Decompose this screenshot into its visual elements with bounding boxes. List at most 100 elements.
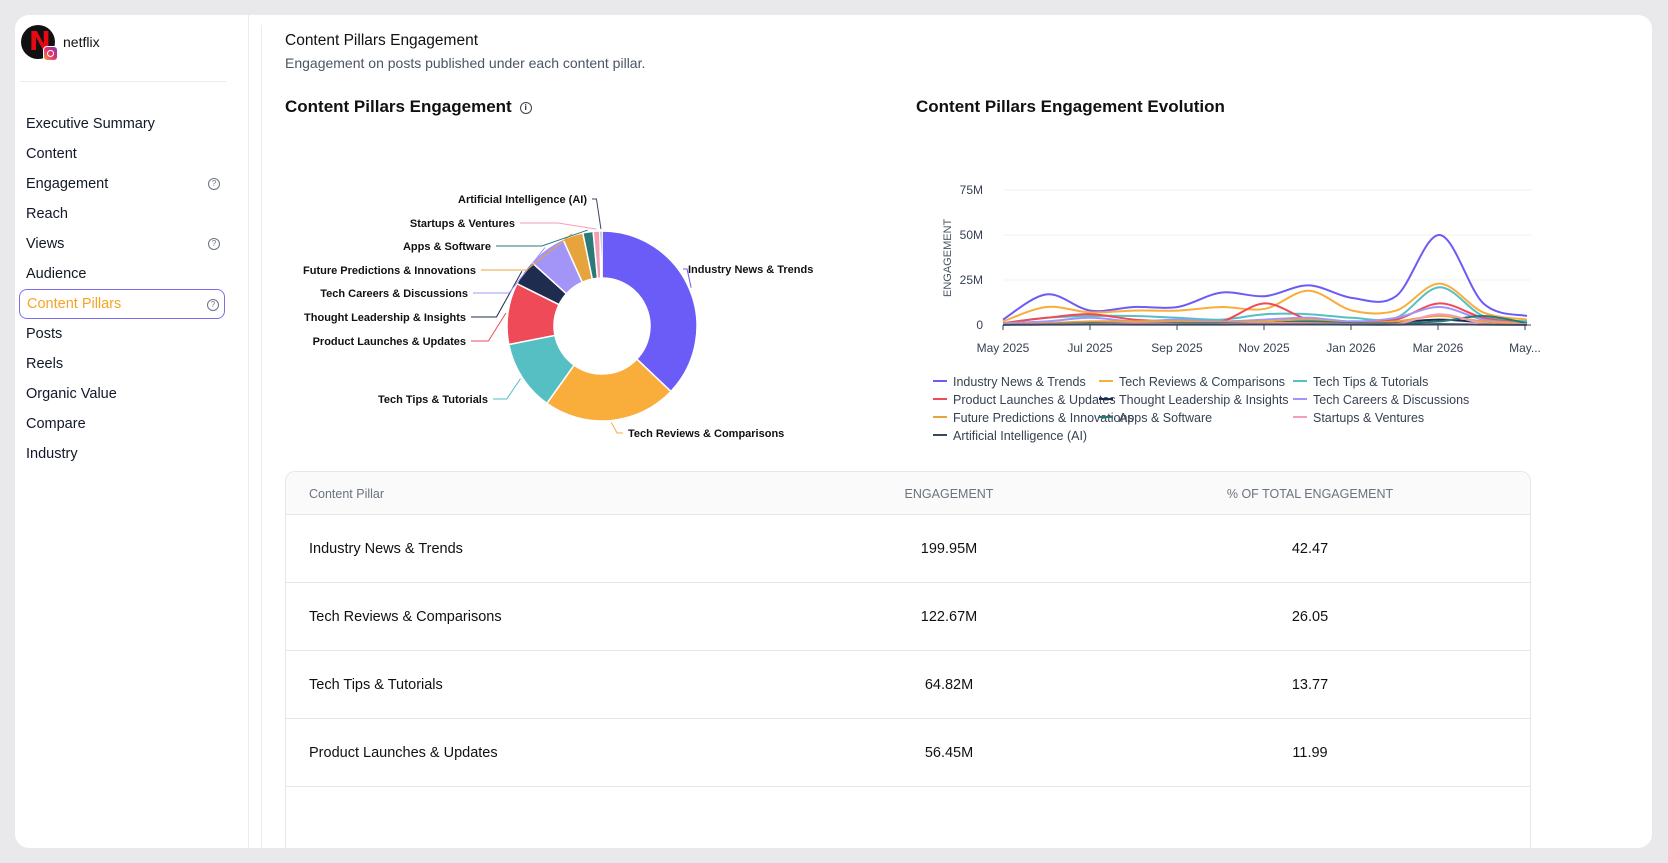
leader-line — [496, 229, 588, 247]
legend-item-product-launches-updates[interactable]: Product Launches & Updates — [933, 393, 1116, 407]
main-content: Content Pillars Engagement Engagement on… — [261, 15, 1652, 848]
sidebar-item-label: Organic Value — [26, 386, 117, 402]
x-tick-label: Mar 2026 — [1413, 341, 1464, 355]
legend-swatch — [1293, 416, 1307, 418]
header-engagement[interactable]: ENGAGEMENT — [904, 487, 994, 501]
x-tick-label: Sep 2025 — [1151, 341, 1203, 355]
sidebar: N netflix Executive Summary Content Engage… — [15, 15, 249, 848]
series-line-artificial-intelligence-ai — [1002, 323, 1528, 326]
sidebar-divider — [20, 81, 226, 82]
x-tick-label: Nov 2025 — [1238, 341, 1290, 355]
sidebar-item-label: Executive Summary — [26, 116, 155, 132]
sidebar-item-label: Audience — [26, 266, 87, 282]
legend-item-startups-ventures[interactable]: Startups & Ventures — [1293, 411, 1424, 425]
line-chart: 0 25M 50M 75M May 2025 Jul 2025 Sep 2025 Nov 20… — [942, 183, 1541, 355]
x-tick-label: May 2025 — [977, 341, 1030, 355]
instagram-icon — [43, 46, 58, 61]
legend-item-tech-reviews-comparisons[interactable]: Tech Reviews & Comparisons — [1099, 375, 1285, 389]
leader-line — [481, 233, 573, 271]
legend-label: Tech Careers & Discussions — [1313, 393, 1470, 407]
content-pillars-table: Content Pillar ENGAGEMENT % OF TOTAL ENG… — [285, 471, 1531, 848]
legend-item-apps-software[interactable]: Apps & Software — [1099, 411, 1212, 425]
donut-label-thought-leadership-insights: Thought Leadership & Insights — [304, 312, 466, 324]
y-tick-label: 50M — [960, 228, 983, 242]
donut-label-product-launches-updates: Product Launches & Updates — [313, 336, 466, 348]
sidebar-item-label: Reach — [26, 206, 68, 222]
donut-label-apps-software: Apps & Software — [403, 241, 491, 253]
sidebar-item-reels[interactable]: Reels — [19, 349, 225, 379]
table-row[interactable]: Tech Tips & Tutorials 64.82M 13.77 — [286, 651, 1530, 719]
legend-item-thought-leadership-insights[interactable]: Thought Leadership & Insights — [1099, 393, 1289, 407]
x-tick-label: Jan 2026 — [1326, 341, 1376, 355]
sidebar-item-engagement[interactable]: Engagement? — [19, 169, 225, 199]
legend-item-tech-careers-discussions[interactable]: Tech Careers & Discussions — [1293, 393, 1469, 407]
donut-label-future-predictions-innovations: Future Predictions & Innovations — [303, 265, 476, 277]
legend-item-tech-tips-tutorials[interactable]: Tech Tips & Tutorials — [1293, 375, 1428, 389]
series-line-future-predictions-innovations — [1002, 314, 1528, 326]
sidebar-item-organic-value[interactable]: Organic Value — [19, 379, 225, 409]
sidebar-item-label: Compare — [26, 416, 86, 432]
cell-pillar: Product Launches & Updates — [309, 745, 498, 761]
content-divider — [261, 25, 262, 848]
legend-label: Startups & Ventures — [1313, 411, 1425, 425]
donut-chart: Industry News & Trends Tech Reviews & Com… — [303, 194, 813, 440]
header-content-pillar[interactable]: Content Pillar — [309, 487, 385, 501]
donut-label-tech-reviews-comparisons: Tech Reviews & Comparisons — [628, 428, 784, 440]
sidebar-item-label: Views — [26, 236, 65, 252]
table-row[interactable]: Industry News & Trends 199.95M 42.47 — [286, 515, 1530, 583]
legend-swatch — [933, 398, 947, 400]
sidebar-item-content-pillars[interactable]: Content Pillars? — [19, 289, 225, 319]
cell-engagement: 122.67M — [920, 609, 978, 625]
legend-label: Future Predictions & Innovations — [953, 411, 1134, 425]
donut-label-tech-tips-tutorials: Tech Tips & Tutorials — [378, 394, 488, 406]
sidebar-item-posts[interactable]: Posts — [19, 319, 225, 349]
help-icon[interactable]: ? — [208, 238, 220, 250]
info-icon[interactable]: i — [519, 102, 532, 114]
donut-label-startups-ventures: Startups & Ventures — [410, 218, 515, 230]
cell-percent: 13.77 — [1291, 677, 1329, 693]
sidebar-item-label: Industry — [26, 446, 78, 462]
sidebar-item-reach[interactable]: Reach — [19, 199, 225, 229]
table-row[interactable]: Tech Reviews & Comparisons 122.67M 26.05 — [286, 583, 1530, 651]
donut-slice-artificial-intelligence-ai — [599, 230, 603, 279]
help-icon[interactable]: ? — [208, 178, 220, 190]
cell-engagement: 56.45M — [924, 745, 974, 761]
sidebar-item-audience[interactable]: Audience — [19, 259, 225, 289]
sidebar-item-compare[interactable]: Compare — [19, 409, 225, 439]
page-subtitle: Engagement on posts published under each… — [285, 55, 646, 71]
sidebar-item-label: Reels — [26, 356, 64, 372]
header-percent-total[interactable]: % OF TOTAL ENGAGEMENT — [1226, 487, 1394, 501]
leader-line — [610, 422, 623, 434]
line-card-title: Content Pillars Engagement Evolution — [916, 97, 1225, 116]
donut-title: Content Pillars Engagement — [285, 97, 512, 116]
legend-item-industry-news-trends[interactable]: Industry News & Trends — [933, 375, 1086, 389]
sidebar-item-views[interactable]: Views? — [19, 229, 225, 259]
y-axis-label: ENGAGEMENT — [942, 218, 954, 297]
avatar: N — [21, 25, 58, 61]
legend-item-future-predictions-innovations[interactable]: Future Predictions & Innovations — [933, 411, 1134, 425]
legend-label: Thought Leadership & Insights — [1119, 393, 1289, 407]
legend-swatch — [933, 416, 947, 418]
help-icon[interactable]: ? — [207, 299, 219, 311]
sidebar-item-executive-summary[interactable]: Executive Summary — [19, 109, 225, 139]
table-body: Industry News & Trends 199.95M 42.47 Tech R… — [286, 515, 1530, 787]
x-tick-label: Jul 2025 — [1067, 341, 1113, 355]
legend-swatch — [1293, 380, 1307, 382]
legend-swatch — [1099, 416, 1113, 418]
table-row[interactable]: Product Launches & Updates 56.45M 11.99 — [286, 719, 1530, 787]
legend-label: Product Launches & Updates — [953, 393, 1116, 407]
sidebar-item-industry[interactable]: Industry — [19, 439, 225, 469]
legend-swatch — [933, 380, 947, 382]
legend-item-artificial-intelligence-ai[interactable]: Artificial Intelligence (AI) — [933, 429, 1087, 443]
donut-slice-industry-news-trends — [601, 230, 698, 393]
x-tick-label: May... — [1509, 341, 1541, 355]
brand[interactable]: N netflix — [21, 25, 100, 61]
cell-pillar: Tech Reviews & Comparisons — [309, 609, 502, 625]
table-header: Content Pillar ENGAGEMENT % OF TOTAL ENG… — [286, 472, 1530, 515]
sidebar-item-content[interactable]: Content — [19, 139, 225, 169]
cell-percent: 11.99 — [1292, 745, 1328, 761]
donut-label-industry-news-trends: Industry News & Trends — [688, 264, 813, 276]
sidebar-item-label: Content — [26, 146, 77, 162]
series-line-tech-careers-discussions — [1002, 305, 1528, 325]
sidebar-item-label: Posts — [26, 326, 63, 342]
